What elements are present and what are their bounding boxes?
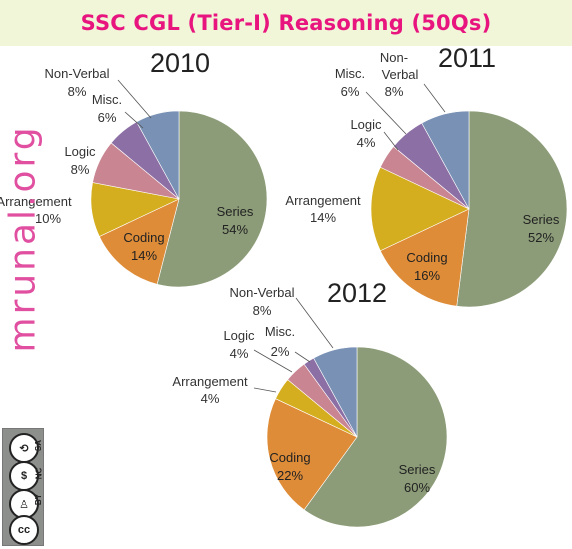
- license-tag-by: BY: [34, 493, 44, 506]
- chart-title-2012: 2012: [327, 278, 387, 308]
- cc-icon: cc: [9, 515, 39, 545]
- slice-label-2010-logic: Logic: [64, 144, 96, 159]
- slice-percent-2010-logic: 8%: [71, 162, 90, 177]
- slice-label-2010-series: Series: [217, 204, 254, 219]
- slice-percent-2011-misc: 6%: [341, 84, 360, 99]
- slice-2011-non-verbal: [421, 110, 470, 210]
- slice-label-2011-series: Series: [523, 212, 560, 227]
- slice-percent-2010-coding: 14%: [131, 248, 157, 263]
- leader-line-2012-non-verbal: [295, 297, 334, 349]
- slice-percent-2011-logic: 4%: [357, 135, 376, 150]
- slice-percent-2010-misc: 6%: [98, 110, 117, 125]
- slice-label-line: Non-: [380, 50, 408, 65]
- license-tag-sa: SA: [34, 439, 44, 452]
- slice-label-2012-misc: Misc.: [265, 324, 295, 339]
- leader-line-2010-misc: [124, 111, 144, 129]
- leader-line-2011-non-verbal: [423, 83, 446, 113]
- slice-2012-non-verbal: [313, 346, 358, 438]
- by-icon: ♙: [9, 489, 39, 519]
- leader-line-2012-misc: [294, 351, 311, 363]
- pie-chart-2011: 2011 Series 52% Coding 16% Arrangement 14% Logi…: [285, 43, 568, 308]
- slice-label-2011-arrangement: Arrangement: [285, 193, 361, 208]
- leader-line-2010-non-verbal: [117, 79, 152, 119]
- slice-percent-2011-non-verbal: 8%: [385, 84, 404, 99]
- slice-label-2012-logic: Logic: [223, 328, 255, 343]
- brand-watermark: mrunal.org: [2, 124, 44, 353]
- slice-percent-2011-series: 52%: [528, 230, 554, 245]
- slice-label-2011-coding: Coding: [406, 250, 447, 265]
- slice-percent-2012-non-verbal: 8%: [253, 303, 272, 318]
- slice-label-2012-series: Series: [399, 462, 436, 477]
- leader-line-2012-arrangement: [253, 387, 277, 393]
- slice-label-line: Verbal: [382, 67, 419, 82]
- leader-line-2011-misc: [365, 91, 407, 135]
- slice-2011-series: [456, 110, 568, 308]
- license-strip: ⟲ $ ♙ cc SA NC BY: [2, 428, 44, 546]
- license-tag-nc: NC: [34, 467, 44, 480]
- slice-percent-2010-non-verbal: 8%: [68, 84, 87, 99]
- slice-label-2011-logic: Logic: [350, 117, 382, 132]
- slice-2010-series: [156, 110, 268, 288]
- slice-percent-2012-logic: 4%: [230, 346, 249, 361]
- slice-percent-2010-series: 54%: [222, 222, 248, 237]
- slice-percent-2011-coding: 16%: [414, 268, 440, 283]
- leader-line-2011-logic: [383, 131, 399, 151]
- chart-title-2010: 2010: [150, 48, 210, 78]
- slice-percent-2012-arrangement: 4%: [201, 391, 220, 406]
- slice-label-2011-non-verbal: Non- Verbal: [380, 50, 419, 82]
- slice-2011-arrangement: [370, 166, 470, 252]
- slice-2010-coding: [98, 198, 180, 285]
- slice-label-2012-coding: Coding: [269, 450, 310, 465]
- slice-label-2010-coding: Coding: [123, 230, 164, 245]
- slice-2011-coding: [379, 208, 470, 307]
- slice-label-2012-non-verbal: Non-Verbal: [229, 285, 294, 300]
- slice-label-2012-arrangement: Arrangement: [172, 374, 248, 389]
- slice-label-2011-misc: Misc.: [335, 66, 365, 81]
- slice-percent-2012-coding: 22%: [277, 468, 303, 483]
- slice-percent-2011-arrangement: 14%: [310, 210, 336, 225]
- slice-percent-2012-series: 60%: [404, 480, 430, 495]
- slice-2012-series: [303, 346, 448, 528]
- slice-label-2010-non-verbal: Non-Verbal: [44, 66, 109, 81]
- leader-line-2012-logic: [253, 349, 293, 373]
- slice-label-2010-misc: Misc.: [92, 92, 122, 107]
- pie-chart-2012: 2012 Series 60% Coding 22% Arrangement 4% Logic…: [172, 278, 448, 528]
- page-title: SSC CGL (Tier-I) Reasoning (50Qs): [80, 11, 492, 35]
- slice-label-2010-arrangement: Arrangement: [0, 194, 72, 209]
- chart-title-2011: 2011: [438, 43, 496, 73]
- slice-percent-2012-misc: 2%: [271, 344, 290, 359]
- sa-icon: ⟲: [9, 433, 39, 463]
- title-bar: SSC CGL (Tier-I) Reasoning (50Qs): [0, 0, 572, 46]
- pie-chart-2010: 2010 Series 54% Coding 14% Arrangement 10% Logi…: [0, 48, 268, 288]
- slice-percent-2010-arrangement: 10%: [35, 211, 61, 226]
